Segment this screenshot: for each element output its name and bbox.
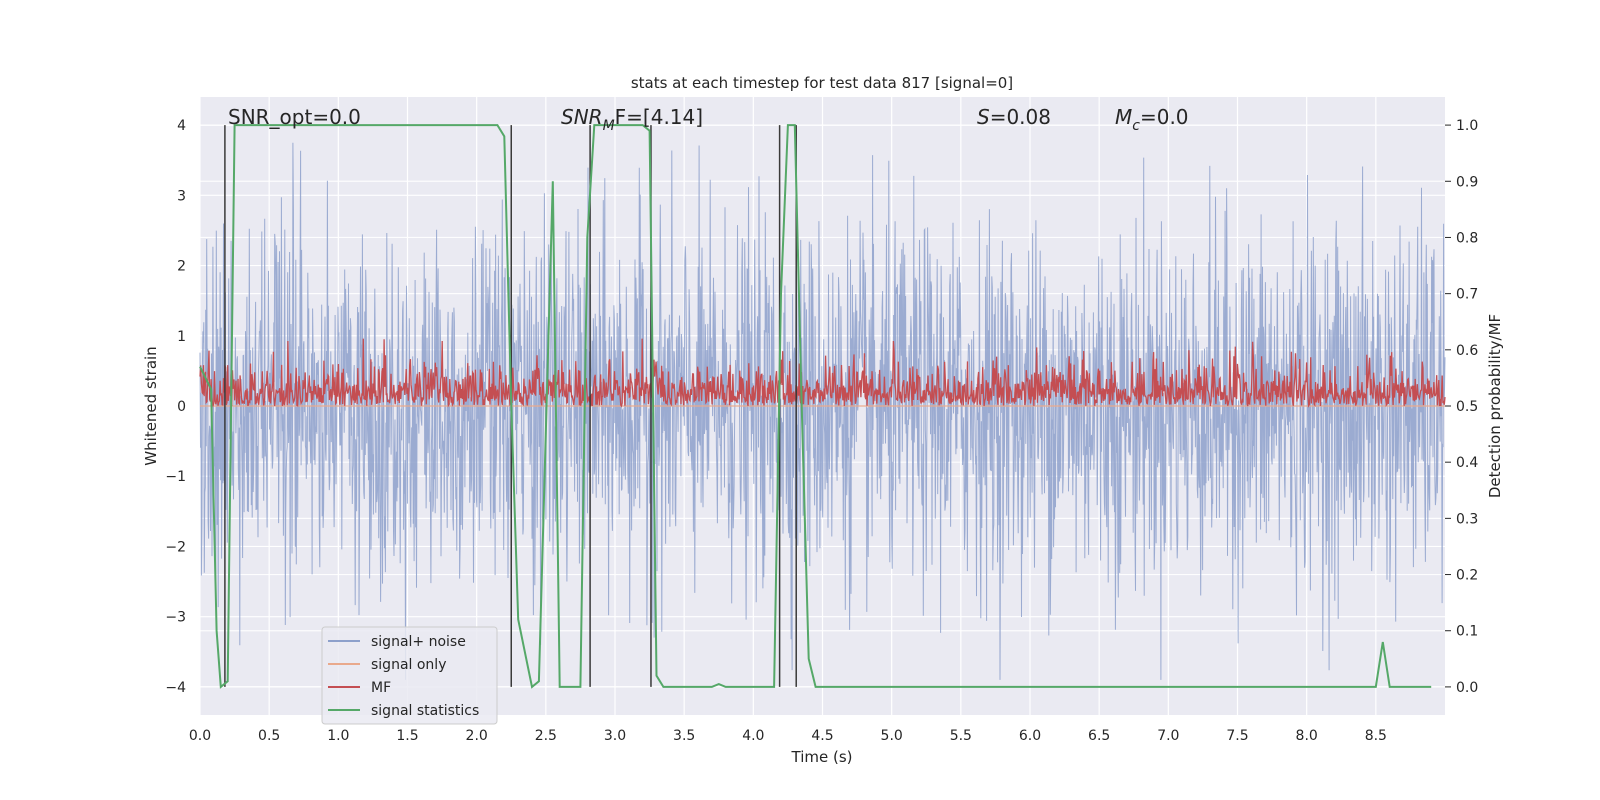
series-signal-noise: [199, 142, 1446, 680]
legend-label-stats: signal statistics: [371, 703, 479, 719]
legend-label-noise: signal+ noise: [371, 634, 466, 650]
series-mf: [199, 338, 1446, 408]
legend-box: [321, 626, 498, 725]
x-tick-label: 8.0: [1296, 728, 1318, 744]
y-tick-label: 0: [177, 399, 186, 415]
y-tick-label: −3: [165, 610, 186, 626]
y-tick-label: 4: [177, 118, 186, 134]
y-tick-label: −2: [165, 539, 186, 555]
y-right-tick-label: 0.8: [1456, 230, 1478, 246]
annotation-snr-mf: SNRMF=[4.14]: [561, 105, 703, 134]
y-right-tick-label: 0.6: [1456, 343, 1478, 359]
y-tick-labels: −4 −3 −2 −1 0 1 2 3 4: [165, 118, 186, 696]
s-var: S: [977, 105, 990, 129]
y-right-tick-label: 0.5: [1456, 399, 1478, 415]
y-tick-label: −1: [165, 469, 186, 485]
x-tick-label: 5.0: [881, 728, 903, 744]
y-tick-label: 2: [177, 259, 186, 275]
line-signal-statistics: [199, 124, 1432, 689]
y-right-axis-label: Detection probability/MF: [1486, 314, 1504, 498]
mc-value: =0.0: [1140, 105, 1189, 129]
mc-var: M: [1115, 105, 1132, 129]
x-tick-label: 0.0: [189, 728, 211, 744]
x-tick-label: 2.0: [466, 728, 488, 744]
y-right-tick-label: 1.0: [1456, 118, 1478, 134]
series-signal-statistics: [199, 124, 1432, 689]
snr-mf-suffix: F=[4.14]: [615, 105, 703, 129]
line-signal-noise: [199, 142, 1446, 680]
y-tick-label: 1: [177, 329, 186, 345]
x-tick-label: 1.0: [327, 728, 349, 744]
y-right-tick-label: 0.0: [1456, 680, 1478, 696]
x-tick-label: 3.0: [604, 728, 626, 744]
annotation-mc: Mc=0.0: [1115, 105, 1189, 134]
x-tick-label: 7.0: [1157, 728, 1179, 744]
legend-label-signal-only: signal only: [371, 657, 446, 673]
annotation-snr-opt: SNR_opt=0.0: [228, 105, 361, 129]
s-value: =0.08: [990, 105, 1051, 129]
y-axis-label: Whitened strain: [142, 346, 160, 465]
x-tick-label: 6.5: [1088, 728, 1110, 744]
line-mf: [199, 338, 1446, 408]
y-right-tick-labels: 0.0 0.1 0.2 0.3 0.4 0.5 0.6 0.7 0.8 0.9 1.0: [1445, 118, 1478, 696]
x-tick-label: 6.0: [1019, 728, 1041, 744]
x-tick-label: 7.5: [1226, 728, 1248, 744]
x-tick-label: 2.5: [535, 728, 557, 744]
legend: signal+ noise signal only MF signal stat…: [321, 626, 498, 725]
x-axis-label: Time (s): [791, 748, 853, 766]
y-right-tick-label: 0.4: [1456, 455, 1478, 471]
annotation-s: S=0.08: [977, 105, 1051, 129]
x-tick-label: 1.5: [396, 728, 418, 744]
x-tick-label: 3.5: [673, 728, 695, 744]
mc-sub: c: [1132, 118, 1140, 134]
y-right-tick-label: 0.9: [1456, 174, 1478, 190]
y-right-tick-label: 0.3: [1456, 511, 1478, 527]
y-tick-label: 3: [177, 188, 186, 204]
x-tick-label: 4.0: [742, 728, 764, 744]
x-tick-labels: 0.0 0.5 1.0 1.5 2.0 2.5 3.0 3.5 4.0 4.5 5.0 5.5 6.0 6…: [189, 728, 1387, 744]
x-tick-label: 5.5: [950, 728, 972, 744]
snr-mf-sub: M: [603, 118, 615, 134]
snr-mf-prefix: SNR: [561, 105, 603, 129]
x-tick-label: 0.5: [258, 728, 280, 744]
y-right-tick-label: 0.1: [1456, 624, 1478, 640]
y-tick-label: −4: [165, 680, 186, 696]
chart-title: stats at each timestep for test data 817…: [631, 74, 1013, 92]
x-tick-label: 4.5: [811, 728, 833, 744]
y-right-tick-label: 0.2: [1456, 568, 1478, 584]
y-right-tick-label: 0.7: [1456, 287, 1478, 303]
legend-label-mf: MF: [371, 680, 391, 696]
x-tick-label: 8.5: [1365, 728, 1387, 744]
